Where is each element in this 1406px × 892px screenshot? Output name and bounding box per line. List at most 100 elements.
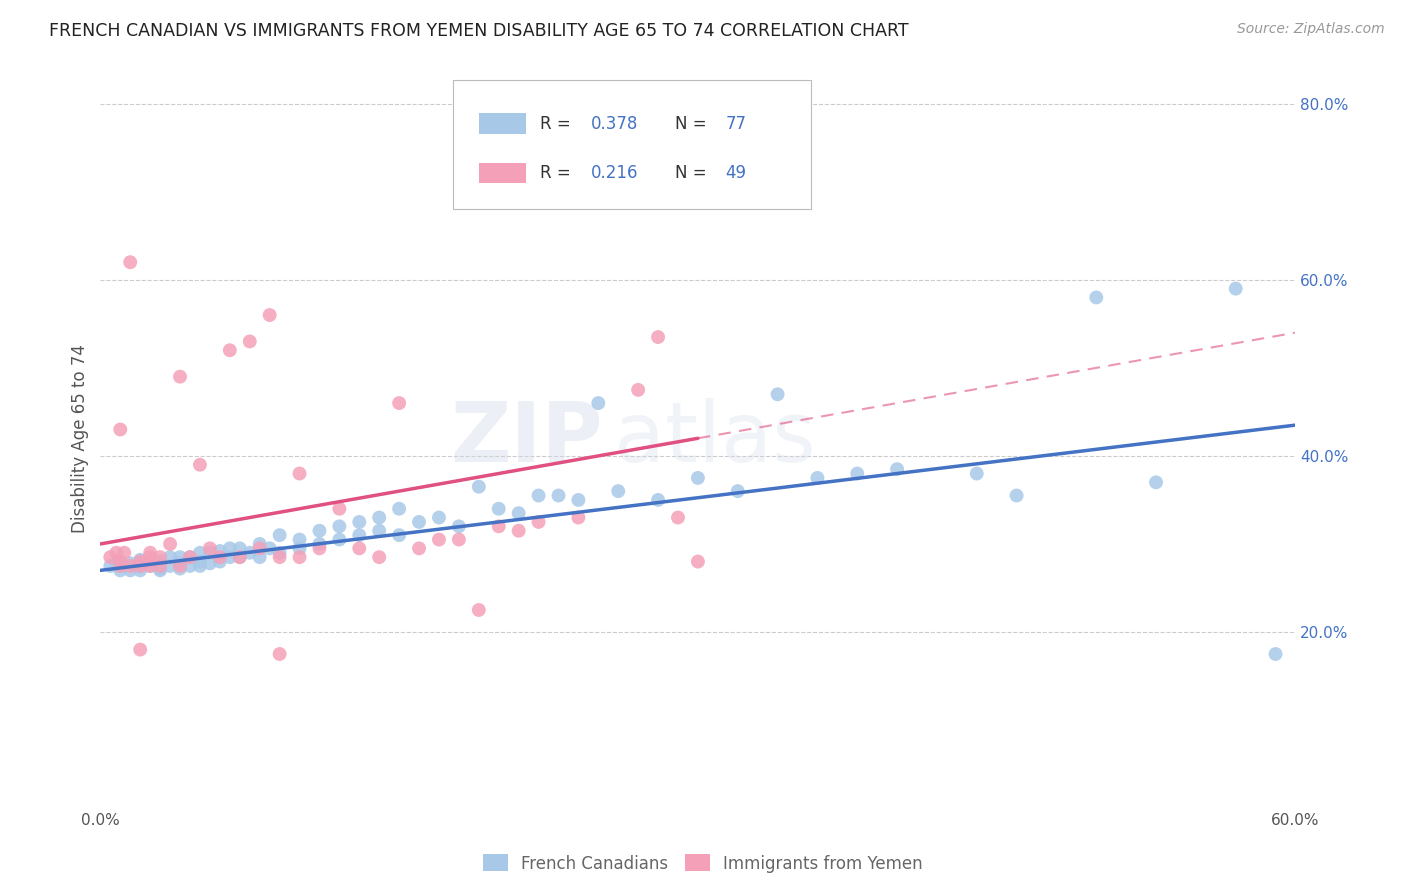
Point <box>269 546 291 560</box>
Point <box>179 550 201 565</box>
Point <box>179 558 201 573</box>
Point <box>169 550 191 565</box>
Point <box>1225 282 1247 296</box>
Point <box>288 467 311 481</box>
Point <box>188 458 211 472</box>
Point <box>149 555 172 569</box>
Point <box>159 550 181 565</box>
Point <box>288 533 311 547</box>
Text: R =: R = <box>540 115 576 133</box>
Point <box>368 550 391 565</box>
Point <box>188 558 211 573</box>
Point <box>567 492 589 507</box>
Text: 77: 77 <box>725 115 747 133</box>
Point <box>110 422 132 436</box>
Point <box>547 489 569 503</box>
Point <box>110 563 132 577</box>
Text: Source: ZipAtlas.com: Source: ZipAtlas.com <box>1237 22 1385 37</box>
Point <box>966 467 988 481</box>
Point <box>567 510 589 524</box>
Point <box>308 537 330 551</box>
Bar <box>479 113 526 134</box>
Point <box>288 541 311 556</box>
Point <box>508 506 530 520</box>
Point <box>110 558 132 573</box>
Point <box>368 524 391 538</box>
Point <box>766 387 789 401</box>
Point <box>239 334 262 349</box>
Point <box>388 528 411 542</box>
Point <box>139 550 162 565</box>
Point <box>647 330 669 344</box>
Point <box>488 519 510 533</box>
Point <box>129 558 152 573</box>
Point <box>229 541 252 556</box>
Point <box>527 489 550 503</box>
Point <box>208 555 231 569</box>
Legend: French Canadians, Immigrants from Yemen: French Canadians, Immigrants from Yemen <box>477 847 929 880</box>
Text: ZIP: ZIP <box>450 398 602 479</box>
Point <box>218 541 240 556</box>
Text: atlas: atlas <box>614 398 815 479</box>
Point <box>269 647 291 661</box>
Point <box>488 501 510 516</box>
Point <box>408 515 430 529</box>
Text: R =: R = <box>540 164 576 182</box>
Point <box>349 541 371 556</box>
Text: N =: N = <box>675 115 713 133</box>
Point <box>120 255 142 269</box>
Point <box>129 555 152 569</box>
Point <box>468 480 491 494</box>
Point <box>110 555 132 569</box>
Point <box>447 533 470 547</box>
Point <box>149 561 172 575</box>
Text: FRENCH CANADIAN VS IMMIGRANTS FROM YEMEN DISABILITY AGE 65 TO 74 CORRELATION CHA: FRENCH CANADIAN VS IMMIGRANTS FROM YEMEN… <box>49 22 908 40</box>
Point <box>149 558 172 573</box>
Point <box>508 524 530 538</box>
Point <box>328 533 350 547</box>
Point <box>169 561 191 575</box>
Point <box>179 550 201 565</box>
Point <box>198 546 221 560</box>
Point <box>112 546 135 560</box>
Point <box>139 558 162 573</box>
Point <box>1085 290 1108 304</box>
Point <box>208 550 231 565</box>
Point <box>239 546 262 560</box>
Point <box>198 557 221 571</box>
Point <box>388 396 411 410</box>
Point <box>249 541 271 556</box>
Point <box>139 546 162 560</box>
Point <box>308 541 330 556</box>
Point <box>159 537 181 551</box>
Point <box>806 471 828 485</box>
Point <box>349 515 371 529</box>
Point <box>727 484 749 499</box>
Point <box>149 558 172 573</box>
Point <box>169 558 191 573</box>
Point <box>188 546 211 560</box>
Point <box>427 533 450 547</box>
Text: 49: 49 <box>725 164 747 182</box>
Point <box>886 462 908 476</box>
Point <box>368 510 391 524</box>
Point <box>129 555 152 569</box>
Point <box>288 550 311 565</box>
Point <box>139 558 162 573</box>
Point <box>846 467 869 481</box>
Bar <box>479 162 526 184</box>
Point <box>198 541 221 556</box>
Point <box>269 550 291 565</box>
Point <box>129 642 152 657</box>
Point <box>627 383 650 397</box>
Point <box>1005 489 1028 503</box>
Point <box>269 528 291 542</box>
Point <box>447 519 470 533</box>
Point <box>105 546 128 560</box>
Point <box>98 558 121 573</box>
Point <box>149 563 172 577</box>
Point <box>408 541 430 556</box>
Point <box>129 558 152 573</box>
Point <box>218 343 240 358</box>
Point <box>686 471 709 485</box>
